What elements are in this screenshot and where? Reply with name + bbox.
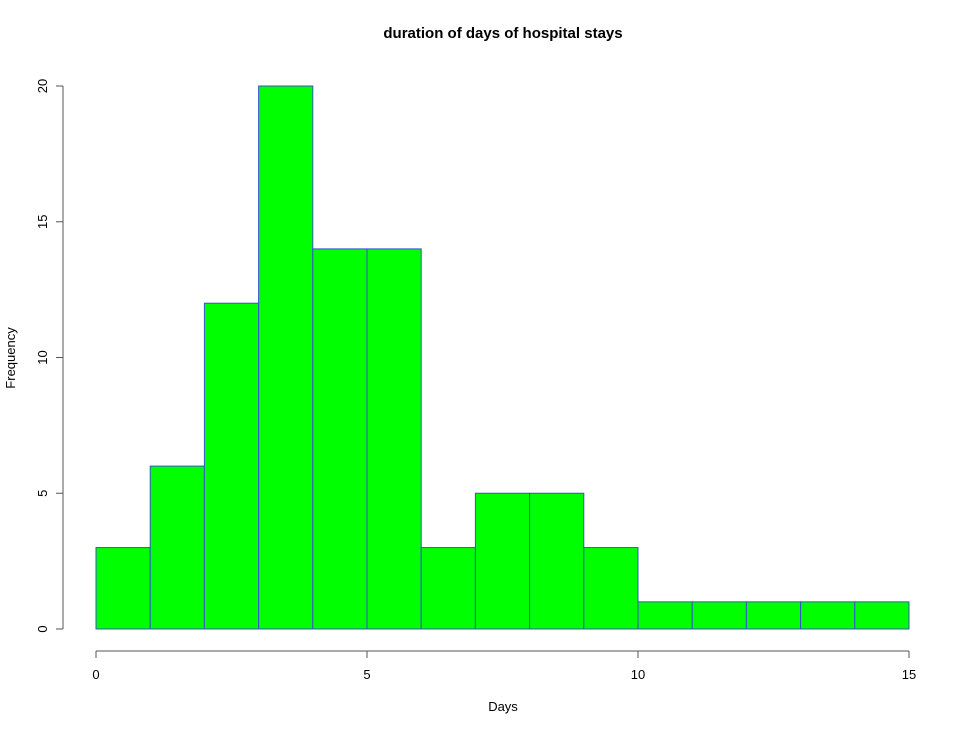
y-tick-label: 15 [35, 215, 50, 229]
y-axis-label: Frequency [3, 327, 18, 389]
histogram-bar [854, 601, 910, 630]
histogram-bar [149, 465, 205, 630]
bars-group [95, 85, 910, 630]
histogram-bar [745, 601, 802, 630]
x-tick-label: 15 [902, 667, 916, 682]
y-axis: 0 5 10 15 20 [35, 79, 64, 633]
histogram-bar [312, 248, 368, 630]
histogram-bar [420, 547, 476, 630]
y-tick-label: 5 [35, 490, 50, 497]
y-tick-label: 0 [35, 625, 50, 632]
histogram-bar [800, 601, 856, 630]
histogram-bar [95, 547, 151, 630]
y-tick-label: 10 [35, 350, 50, 364]
histogram-bar [691, 601, 747, 630]
chart-title: duration of days of hospital stays [383, 25, 622, 42]
x-axis: 0 5 10 15 [92, 650, 916, 682]
x-tick-label: 0 [92, 667, 99, 682]
histogram-bar [637, 601, 693, 630]
histogram-bar [203, 302, 260, 630]
x-tick-label: 10 [631, 667, 645, 682]
histogram-bar [366, 248, 422, 630]
histogram-bar [583, 547, 639, 630]
y-tick-label: 20 [35, 79, 50, 93]
x-axis-label: Days [488, 699, 518, 714]
x-tick-label: 5 [363, 667, 370, 682]
histogram-bar [258, 85, 314, 630]
histogram-bar [529, 492, 585, 630]
histogram-bar [474, 492, 531, 630]
